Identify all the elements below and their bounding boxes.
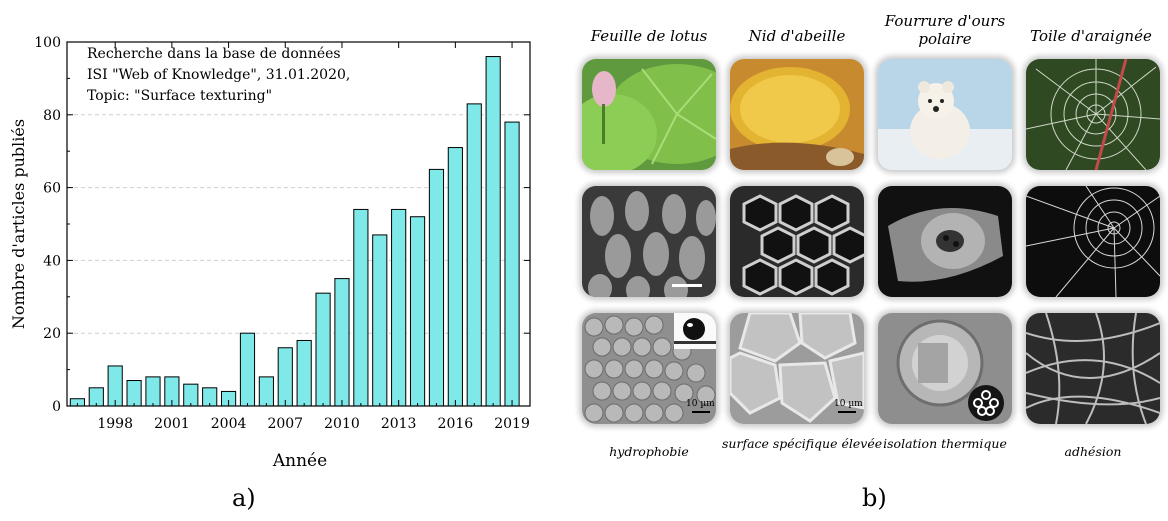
bar-2018 — [485, 56, 501, 407]
x-tick-label: 2010 — [324, 416, 360, 432]
panel-label-a: a) — [232, 484, 256, 512]
x-axis-label: Année — [272, 451, 327, 471]
caption-spider-web: adhésion — [1064, 444, 1122, 459]
column-title-honeycomb: Nid d'abeille — [722, 27, 872, 45]
y-tick-label: 80 — [43, 108, 61, 124]
bar-2007 — [277, 347, 293, 407]
column-title-lotus-text: Feuille de lotus — [590, 27, 708, 45]
sem-honeycomb-cells — [730, 186, 864, 297]
bar-2016 — [447, 147, 463, 407]
column-title-lotus: Feuille de lotus — [574, 27, 724, 45]
bar-2010 — [334, 278, 350, 407]
sem-polar-bear-hair — [878, 186, 1012, 297]
photo-polar-bear-cub — [878, 59, 1012, 170]
bar-2002 — [183, 383, 199, 407]
x-tick-label: 2016 — [438, 416, 474, 432]
x-tick-label: 2019 — [494, 416, 530, 432]
x-tick-label: 2007 — [267, 416, 303, 432]
photo-spider-web — [1026, 59, 1160, 170]
column-title-spider-web: Toile d'araignée — [1014, 27, 1168, 45]
bar-2019 — [504, 121, 520, 407]
bar-chart: 0 20 40 60 80 100 1998 2001 2004 2007 2010 2013 2016… — [9, 35, 531, 471]
bar-2006 — [258, 376, 274, 407]
bar-2017 — [466, 103, 482, 407]
x-tick-label: 1998 — [97, 416, 133, 432]
tick-labels: 0 20 40 60 80 100 1998 2001 2004 2007 2010 2013 2016… — [34, 35, 530, 432]
bar-1999 — [126, 380, 142, 407]
scalebar-lotus: 10 µm — [686, 399, 715, 409]
sem-polar-bear-hair-cross-section — [878, 313, 1012, 424]
column-title-honeycomb-text: Nid d'abeille — [748, 27, 846, 45]
x-tick-label: 2013 — [381, 416, 417, 432]
bar-2012 — [372, 234, 388, 407]
y-tick-label: 0 — [52, 399, 61, 415]
bar-1998 — [107, 365, 123, 407]
annotation-line: Recherche dans la base de données — [87, 46, 341, 62]
column-title-spider-web-text: Toile d'araignée — [1030, 27, 1152, 45]
sem-honeycomb-surface: 10 µm — [730, 313, 864, 424]
bar-2000 — [145, 376, 161, 407]
bar-2015 — [428, 168, 445, 407]
sem-spider-silk-fibers — [1026, 313, 1160, 424]
x-tick-label: 2001 — [154, 416, 190, 432]
bar-2008 — [296, 339, 312, 407]
y-tick-label: 100 — [34, 35, 61, 51]
scalebar-honeycomb: 10 µm — [834, 399, 863, 409]
bars — [69, 56, 520, 407]
photo-lotus-leaf — [582, 59, 716, 170]
bar-2011 — [353, 208, 369, 407]
y-axis-label: Nombre d'articles publiés — [9, 119, 28, 329]
sem-lotus-microstructure: 10 µm — [582, 313, 716, 424]
y-tick-label: 40 — [43, 253, 61, 269]
column-title-polar-bear-line2: polaire — [918, 30, 972, 48]
panel-label-b: b) — [862, 484, 887, 512]
x-tick-label: 2004 — [211, 416, 247, 432]
annotation: Recherche dans la base de données ISI "We… — [87, 46, 350, 104]
axes — [66, 41, 531, 407]
biomimetic-examples-panel: Feuille de lotus Nid d'abeille Fourrure … — [572, 6, 1168, 476]
column-title-polar-bear-line1: Fourrure d'ours — [884, 12, 1006, 30]
y-tick-label: 60 — [43, 181, 61, 197]
bar-2013 — [391, 208, 407, 407]
sem-lotus-papillae — [582, 186, 716, 297]
y-tick-label: 20 — [43, 326, 61, 342]
bar-2009 — [315, 292, 331, 407]
bar-2005 — [239, 332, 256, 407]
column-title-polar-bear: Fourrure d'ours polaire — [868, 12, 1022, 48]
photo-honeycomb — [730, 59, 864, 170]
bar-chart-panel: 0 20 40 60 80 100 1998 2001 2004 2007 2010 2013 2016… — [0, 0, 560, 521]
annotation-line: Topic: "Surface texturing" — [87, 88, 272, 104]
caption-lotus: hydrophobie — [609, 444, 689, 459]
diagram-spider-web — [1026, 186, 1160, 297]
bar-2014 — [409, 216, 426, 407]
caption-polar-bear: isolation thermique — [883, 436, 1007, 451]
annotation-line: ISI "Web of Knowledge", 31.01.2020, — [87, 67, 350, 83]
caption-honeycomb: surface spécifique élevée — [722, 436, 883, 451]
